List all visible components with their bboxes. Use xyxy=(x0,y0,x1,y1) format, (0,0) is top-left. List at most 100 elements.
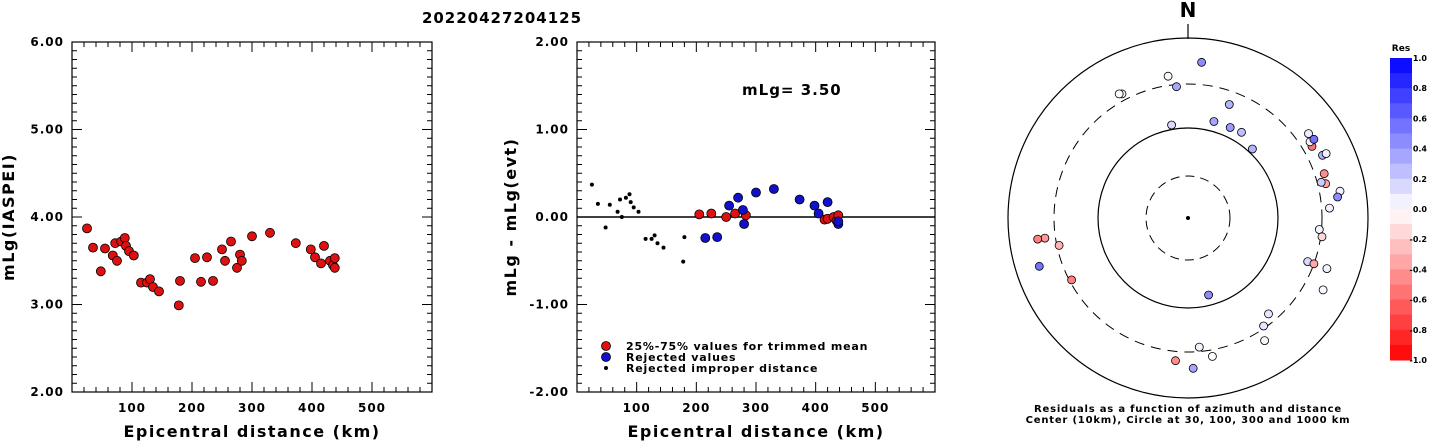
station-marker xyxy=(1204,290,1213,300)
colorbar-cell xyxy=(1390,73,1412,89)
legend-marker-improper xyxy=(604,366,608,370)
data-point xyxy=(175,275,185,286)
data-point xyxy=(700,233,711,243)
ring-30km xyxy=(1145,175,1231,261)
data-point xyxy=(100,243,110,254)
station-marker xyxy=(1114,89,1124,99)
x-tick-label: 200 xyxy=(178,401,206,415)
data-point xyxy=(112,255,122,266)
station-marker xyxy=(1209,117,1219,126)
legend-label-rejected: Rejected values xyxy=(626,351,736,364)
data-point xyxy=(128,250,139,261)
ring-1000km xyxy=(1007,37,1369,399)
station-marker xyxy=(1316,177,1326,187)
colorbar-tick-label: 0.6 xyxy=(1413,114,1428,123)
legend: 25%-75% values for trimmed mean Rejected… xyxy=(601,340,868,375)
data-point xyxy=(88,242,98,253)
rejected-distance-point xyxy=(603,225,608,230)
data-point xyxy=(232,262,242,273)
colorbar-cell xyxy=(1390,88,1412,104)
x-tick-label: 300 xyxy=(238,401,266,415)
rejected-distance-point xyxy=(628,200,633,205)
y-tick-label: 0.00 xyxy=(535,210,569,224)
rejected-distance-point xyxy=(589,182,594,187)
y-tick-label: 2.00 xyxy=(535,35,569,49)
residual-colorbar: Res 1.0 0.8 0.6 0.4 0.2 0.0 -0.2 -0.4 -0.6 -0.8 -1… xyxy=(1390,44,1427,365)
station-marker xyxy=(1033,234,1043,244)
colorbar-cell xyxy=(1390,133,1412,150)
station-marker xyxy=(1314,225,1324,234)
data-point xyxy=(329,262,340,273)
x-tick-label: 100 xyxy=(623,401,651,415)
colorbar-tick-label: -0.6 xyxy=(1410,296,1428,305)
ring-100km xyxy=(1097,127,1279,309)
station-marker xyxy=(1171,356,1180,366)
data-point xyxy=(316,258,326,269)
north-label: N xyxy=(1180,0,1197,22)
colorbar-cell xyxy=(1390,329,1412,346)
rejected-distance-point xyxy=(595,201,600,206)
colorbar-cell xyxy=(1390,284,1412,301)
tick-labels: 100 200 300 400 500 -2.00 -1.00 0.00 1.00 2.00 xyxy=(529,35,889,415)
data-point xyxy=(738,205,748,215)
data-points xyxy=(589,182,844,264)
legend-marker-rejected xyxy=(601,352,611,362)
y-tick-label: 1.00 xyxy=(535,123,569,137)
station-marker xyxy=(1319,169,1329,179)
data-point xyxy=(822,197,833,208)
colorbar-title: Res xyxy=(1392,44,1410,54)
y-tick-label: -2.00 xyxy=(529,385,569,399)
data-point xyxy=(712,232,723,243)
colorbar-tick-label: 0.8 xyxy=(1413,84,1428,93)
residual-vs-distance-chart: 100 200 300 400 500 -2.00 -1.00 0.00 1.00 2.00 Ep… xyxy=(501,35,936,441)
data-point xyxy=(706,208,717,219)
station-marker xyxy=(1225,123,1235,132)
data-point xyxy=(809,200,820,211)
rejected-distance-point xyxy=(631,205,636,210)
station-markers xyxy=(1033,57,1345,373)
rejected-distance-point xyxy=(649,236,654,241)
rejected-distance-point xyxy=(636,209,641,214)
x-tick-label: 400 xyxy=(802,401,830,415)
station-marker xyxy=(1067,275,1076,285)
data-point xyxy=(196,276,206,287)
station-marker xyxy=(1208,351,1217,361)
colorbar-tick-label: -0.8 xyxy=(1410,326,1428,335)
tick-labels: 100 200 300 400 500 2.00 3.00 4.00 5.00 6.00 xyxy=(30,35,385,415)
x-tick-label: 500 xyxy=(861,401,889,415)
data-point xyxy=(173,300,184,311)
y-axis-label: mLg(IASPEI) xyxy=(0,153,18,281)
data-point xyxy=(721,212,732,222)
colorbar-cell xyxy=(1390,178,1412,195)
rejected-distance-point xyxy=(619,215,624,219)
rejected-distance-point xyxy=(682,235,687,240)
data-point xyxy=(208,275,218,286)
rejected-distance-point xyxy=(607,202,612,207)
x-tick-label: 400 xyxy=(298,401,326,415)
magnitude-annotation: mLg= 3.50 xyxy=(742,81,842,99)
azimuth-residual-map: N Residuals as a function of azimuth and… xyxy=(1007,0,1369,426)
colorbar-cell xyxy=(1390,299,1412,316)
data-point xyxy=(319,240,329,251)
x-axis-label: Epicentral distance (km) xyxy=(123,422,380,441)
page-title: 20220427204125 xyxy=(422,9,582,27)
y-tick-label: -1.00 xyxy=(529,298,569,312)
colorbar-cell xyxy=(1390,314,1412,331)
data-point xyxy=(95,266,106,277)
station-marker xyxy=(1197,57,1206,67)
y-tick-label: 5.00 xyxy=(30,123,64,137)
ring-300km xyxy=(1053,83,1323,353)
station-marker xyxy=(1321,149,1331,159)
colorbar-cell xyxy=(1390,239,1412,255)
station-marker xyxy=(1317,232,1327,242)
data-point xyxy=(305,244,316,255)
legend-label-trimmed: 25%-75% values for trimmed mean xyxy=(626,340,868,353)
colorbar-tick-label: 0.4 xyxy=(1413,145,1428,154)
rejected-distance-point xyxy=(681,259,686,264)
station-marker xyxy=(1304,129,1313,139)
magnitude-vs-distance-chart: 100 200 300 400 500 2.00 3.00 4.00 5.00 6.00 Epic… xyxy=(0,35,433,441)
plot-frame xyxy=(71,41,433,393)
x-axis-label: Epicentral distance (km) xyxy=(627,422,884,441)
colorbar-tick-label: -1.0 xyxy=(1410,356,1428,365)
station-marker xyxy=(1034,261,1044,271)
